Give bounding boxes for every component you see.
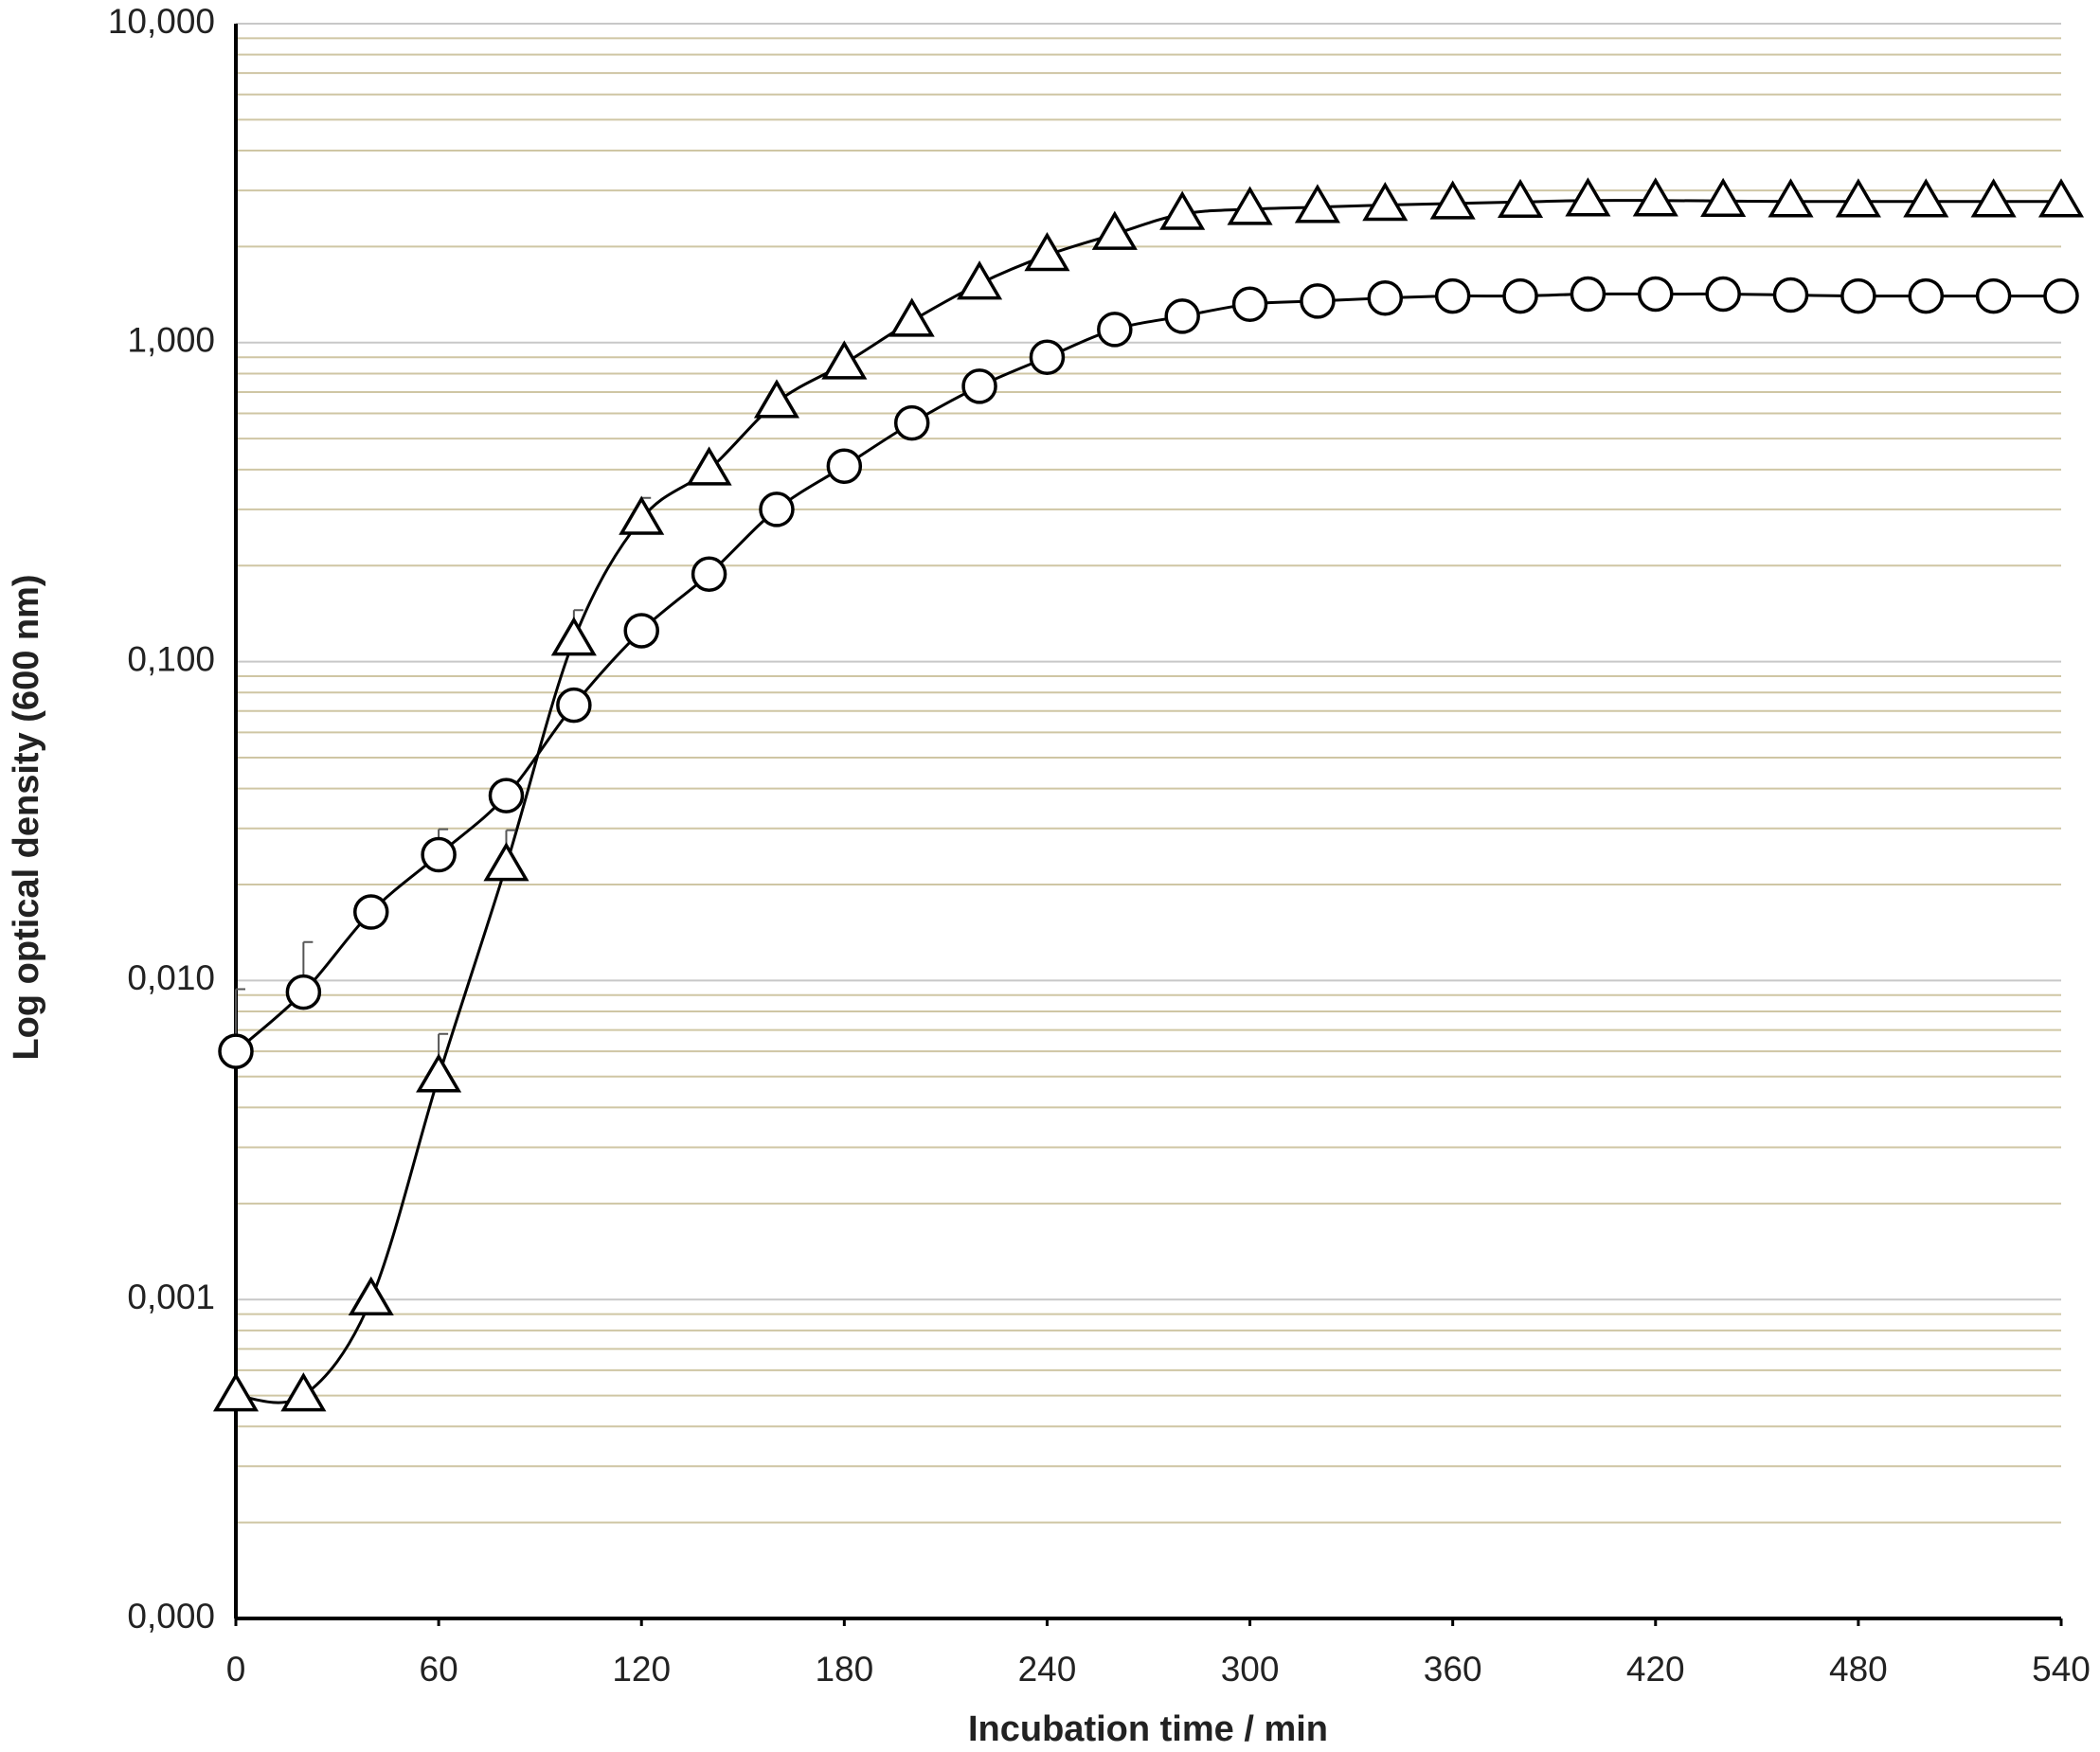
marker-circle <box>1502 277 1538 314</box>
marker-triangle <box>1700 177 1747 217</box>
marker-triangle <box>1768 178 1814 218</box>
x-tick-label: 120 <box>612 1650 671 1689</box>
marker-circle <box>1434 277 1471 314</box>
marker-circle <box>1975 277 2012 314</box>
marker-triangle <box>619 495 665 535</box>
marks <box>212 177 2085 1412</box>
marker-circle <box>1840 277 1876 314</box>
marker-circle <box>285 974 322 1010</box>
marker-triangle <box>1362 182 1409 222</box>
marker-triangle <box>1024 231 1070 272</box>
marker-circle <box>623 613 659 649</box>
y-tick-label: 0,001 <box>127 1278 215 1316</box>
marker-triangle <box>1970 178 2017 218</box>
marker-triangle <box>957 260 1003 300</box>
y-axis-title: Log optical density (600 nm) <box>7 574 46 1060</box>
marker-circle <box>961 368 997 404</box>
marker-triangle <box>1294 184 1340 223</box>
marker-triangle <box>686 446 732 486</box>
marker-circle <box>421 836 457 873</box>
series-line <box>235 292 2061 1053</box>
marker-circle <box>1029 339 1066 375</box>
marker-triangle <box>1497 178 1544 219</box>
marker-circle <box>1097 312 1133 348</box>
marker-circle <box>1231 286 1268 322</box>
marker-triangle <box>416 1053 462 1093</box>
marker-triangle <box>753 379 800 419</box>
y-tick-label: 1,000 <box>127 321 215 360</box>
marker-circle <box>1772 277 1809 313</box>
y-tick-label: 0,010 <box>127 958 215 997</box>
marker-triangle <box>1835 178 1881 218</box>
marker-triangle <box>1565 177 1611 217</box>
marker-circle <box>1164 298 1200 334</box>
marker-circle <box>691 556 727 593</box>
marker-triangle <box>2037 178 2085 218</box>
x-tick-label: 0 <box>226 1650 246 1689</box>
marker-circle <box>352 894 389 930</box>
y-tick-label: 0,000 <box>127 1597 215 1636</box>
marker-circle <box>218 1033 254 1069</box>
x-tick-label: 300 <box>1221 1650 1280 1689</box>
y-tick-label: 0,100 <box>127 639 215 678</box>
marker-triangle <box>212 1372 260 1412</box>
marker-triangle <box>348 1276 394 1315</box>
marker-triangle <box>1091 210 1138 250</box>
x-tick-label: 420 <box>1626 1650 1685 1689</box>
marker-circle <box>1638 276 1674 313</box>
marker-triangle <box>1903 178 1949 218</box>
marker-triangle <box>1429 180 1476 220</box>
marker-circle <box>1570 276 1606 313</box>
marker-triangle <box>1159 190 1206 230</box>
marker-circle <box>2043 277 2079 314</box>
x-tick-label: 180 <box>815 1650 873 1689</box>
marker-circle <box>1908 277 1945 314</box>
marker-triangle <box>1227 186 1273 225</box>
marker-circle <box>1367 279 1404 316</box>
marker-circle <box>1300 283 1336 319</box>
marker-triangle <box>1632 177 1678 217</box>
x-tick-label: 480 <box>1829 1650 1888 1689</box>
marker-triangle <box>280 1372 327 1412</box>
x-tick-label: 240 <box>1018 1650 1077 1689</box>
x-tick-label: 360 <box>1424 1650 1482 1689</box>
marker-triangle <box>550 617 597 656</box>
marker-circle <box>826 448 863 484</box>
marker-circle <box>759 492 795 527</box>
marker-triangle <box>888 297 935 337</box>
y-tick-label: 10,000 <box>108 2 215 41</box>
marker-circle <box>488 778 525 813</box>
x-axis-title: Incubation time / min <box>968 1709 1328 1749</box>
marker-triangle <box>483 842 529 882</box>
marker-circle <box>1705 276 1741 313</box>
x-tick-label: 540 <box>2032 1650 2091 1689</box>
marker-circle <box>893 404 930 441</box>
grid: 0,000 0,001 0,010 0,100 1,000 10,000 0 60 120 180… <box>108 2 2091 1689</box>
x-tick-label: 60 <box>420 1650 458 1689</box>
marker-triangle <box>821 340 868 380</box>
marker-circle <box>556 687 592 724</box>
